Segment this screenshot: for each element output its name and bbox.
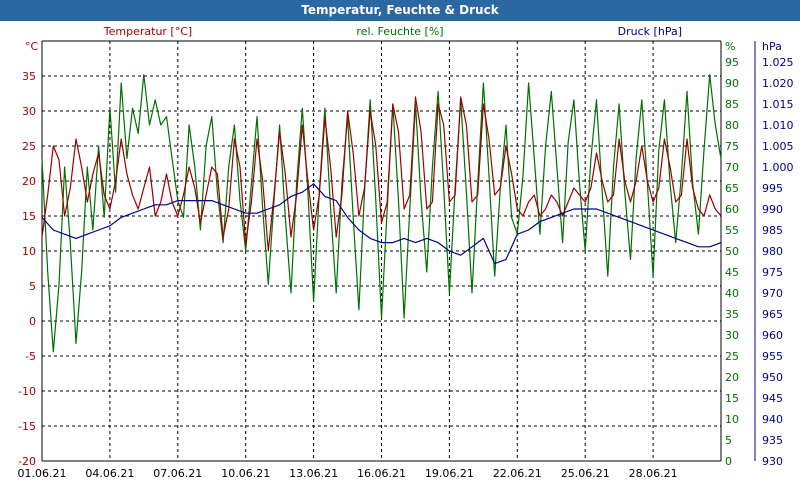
- window-title: Temperatur, Feuchte & Druck: [0, 0, 800, 21]
- humidity-tick-label: 80: [725, 119, 739, 132]
- x-tick-label: 28.06.21: [629, 467, 678, 480]
- pressure-tick-label: 985: [762, 224, 783, 237]
- temperature-unit-label: °C: [25, 40, 39, 53]
- pressure-tick-label: 980: [762, 245, 783, 258]
- x-tick-label: 01.06.21: [18, 467, 67, 480]
- temperature-tick-label: 0: [29, 315, 36, 328]
- pressure-series-line: [41, 183, 722, 265]
- humidity-series-line: [41, 73, 722, 353]
- pressure-tick-label: 960: [762, 329, 783, 342]
- pressure-tick-label: 995: [762, 182, 783, 195]
- temperature-tick-label: 20: [22, 175, 36, 188]
- temperature-tick-label: 15: [22, 210, 36, 223]
- pressure-tick-label: 950: [762, 371, 783, 384]
- humidity-tick-label: 40: [725, 287, 739, 300]
- x-tick-label: 10.06.21: [221, 467, 270, 480]
- humidity-tick-label: 70: [725, 161, 739, 174]
- pressure-tick-label: 1.020: [762, 77, 794, 90]
- pressure-tick-label: 1.005: [762, 140, 794, 153]
- x-tick-label: 16.06.21: [357, 467, 406, 480]
- temperature-tick-label: 25: [22, 140, 36, 153]
- humidity-tick-label: 15: [725, 392, 739, 405]
- pressure-tick-label: 945: [762, 392, 783, 405]
- humidity-tick-label: 45: [725, 266, 739, 279]
- pressure-tick-label: 975: [762, 266, 783, 279]
- temperature-axis-title: Temperatur [°C]: [103, 25, 192, 38]
- pressure-axis-title: Druck [hPa]: [618, 25, 682, 38]
- humidity-tick-label: 95: [725, 56, 739, 69]
- humidity-tick-label: 55: [725, 224, 739, 237]
- humidity-tick-label: 5: [725, 434, 732, 447]
- x-tick-label: 19.06.21: [425, 467, 474, 480]
- humidity-tick-label: 30: [725, 329, 739, 342]
- x-tick-label: 13.06.21: [289, 467, 338, 480]
- pressure-unit-label: hPa: [762, 40, 782, 53]
- humidity-unit-label: %: [725, 40, 735, 53]
- humidity-tick-label: 20: [725, 371, 739, 384]
- pressure-tick-label: 955: [762, 350, 783, 363]
- pressure-tick-label: 1.000: [762, 161, 794, 174]
- pressure-tick-label: 1.025: [762, 56, 794, 69]
- temperature-tick-label: -20: [18, 455, 36, 468]
- pressure-tick-label: 970: [762, 287, 783, 300]
- temperature-tick-label: 30: [22, 105, 36, 118]
- humidity-tick-label: 60: [725, 203, 739, 216]
- humidity-axis-title: rel. Feuchte [%]: [356, 25, 443, 38]
- humidity-tick-label: 90: [725, 77, 739, 90]
- pressure-tick-label: 990: [762, 203, 783, 216]
- x-tick-label: 22.06.21: [493, 467, 542, 480]
- humidity-tick-label: 65: [725, 182, 739, 195]
- humidity-tick-label: 35: [725, 308, 739, 321]
- humidity-tick-label: 75: [725, 140, 739, 153]
- temperature-tick-label: 10: [22, 245, 36, 258]
- humidity-tick-label: 85: [725, 98, 739, 111]
- x-tick-label: 04.06.21: [85, 467, 134, 480]
- temperature-tick-label: -5: [25, 350, 36, 363]
- pressure-tick-label: 1.015: [762, 98, 794, 111]
- x-tick-label: 07.06.21: [153, 467, 202, 480]
- chart: -20 -15 -10 -5 0 5 10 15 20 25 30 35 0 5 10 15 20 25 30 35 4…: [18, 25, 794, 480]
- pressure-tick-label: 965: [762, 308, 783, 321]
- pressure-tick-label: 940: [762, 413, 783, 426]
- humidity-tick-label: 25: [725, 350, 739, 363]
- x-tick-label: 25.06.21: [561, 467, 610, 480]
- pressure-tick-label: 935: [762, 434, 783, 447]
- temperature-tick-label: -15: [18, 420, 36, 433]
- humidity-tick-label: 50: [725, 245, 739, 258]
- humidity-tick-label: 0: [725, 455, 732, 468]
- temperature-tick-label: -10: [18, 385, 36, 398]
- temperature-tick-label: 35: [22, 70, 36, 83]
- temperature-tick-label: 5: [29, 280, 36, 293]
- humidity-tick-label: 10: [725, 413, 739, 426]
- pressure-tick-label: 1.010: [762, 119, 794, 132]
- pressure-tick-label: 930: [762, 455, 783, 468]
- temperature-series-line: [41, 96, 722, 252]
